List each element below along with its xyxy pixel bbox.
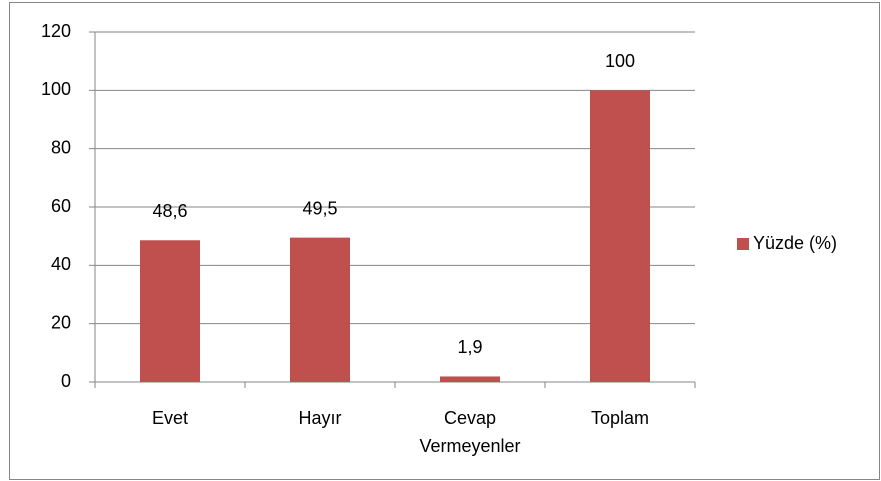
bar — [290, 237, 350, 382]
data-label: 100 — [605, 51, 635, 71]
bar — [590, 90, 650, 382]
x-tick-label: Hayır — [298, 408, 342, 428]
legend-swatch — [737, 238, 749, 250]
y-tick-label: 100 — [41, 79, 71, 99]
y-tick-label: 0 — [61, 371, 71, 391]
x-tick-label: Toplam — [590, 408, 650, 428]
y-tick-label: 120 — [41, 21, 71, 41]
bar — [140, 240, 200, 382]
y-tick-label: 40 — [51, 254, 71, 274]
bar — [440, 376, 500, 382]
y-tick-label: 20 — [51, 312, 71, 332]
y-tick-label: 60 — [51, 196, 71, 216]
legend-label: Yüzde (%) — [753, 233, 837, 253]
y-tick-label: 80 — [51, 137, 71, 157]
data-label: 49,5 — [302, 198, 337, 218]
x-tick-label: Cevap Vermeyenler — [419, 408, 521, 456]
x-tick-label: Evet — [151, 408, 189, 428]
data-label: 1,9 — [457, 337, 482, 357]
data-label: 48,6 — [152, 201, 187, 221]
